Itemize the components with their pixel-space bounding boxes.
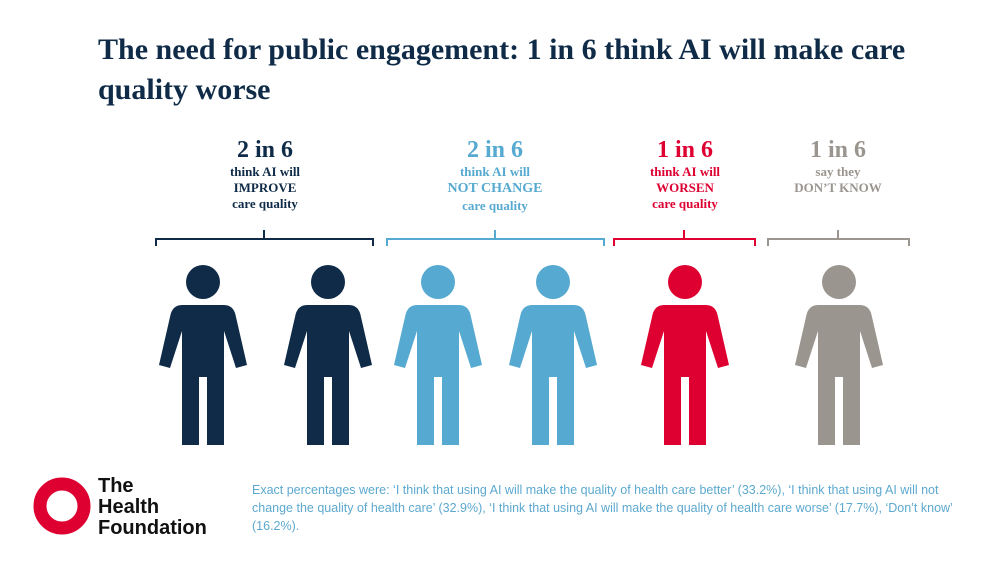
group-label-worsen: 1 in 6 think AI will WORSEN care quality [615,136,755,212]
bracket-dont-know [767,230,910,246]
group-label-dont-know: 1 in 6 say they DON’T KNOW [768,136,908,196]
group-line1: think AI will [229,164,301,179]
group-line1: say they [815,164,861,179]
logo-line: The [98,475,134,497]
bracket-improve [155,230,374,246]
logo-line: Foundation [98,517,207,539]
group-line3: care quality [462,198,528,213]
group-line3: care quality [232,196,298,211]
health-foundation-logo-icon [33,477,91,535]
chart-title: The need for public engagement: 1 in 6 t… [98,33,906,106]
person-icon-no-change-2 [509,265,597,445]
group-label-no-change: 2 in 6 think AI will NOT CHANGE care qua… [415,136,575,214]
logo-wordmark: The Health Foundation [98,476,207,539]
group-line1: think AI will [649,164,721,179]
logo-line: Health [98,496,160,518]
group-ratio: 2 in 6 [236,137,293,163]
group-line1: think AI will [459,164,531,179]
bracket-no-change [386,230,605,246]
group-ratio: 1 in 6 [656,137,713,163]
footnote: Exact percentages were: ‘I think that us… [252,483,953,533]
person-icon-worsen-1 [641,265,729,445]
group-line2: DON’T KNOW [794,180,882,195]
group-line2: WORSEN [656,180,714,195]
group-line2: IMPROVE [233,180,297,195]
person-icon-no-change-1 [394,265,482,445]
group-ratio: 2 in 6 [466,137,523,163]
group-line3: care quality [652,196,718,211]
group-line2: NOT CHANGE [447,181,543,196]
person-icon-dont-know-1 [795,265,883,445]
person-icon-improve-1 [159,265,247,445]
group-ratio: 1 in 6 [809,137,866,163]
bracket-worsen [613,230,756,246]
person-icon-improve-2 [284,265,372,445]
group-label-improve: 2 in 6 think AI will IMPROVE care qualit… [190,136,340,212]
